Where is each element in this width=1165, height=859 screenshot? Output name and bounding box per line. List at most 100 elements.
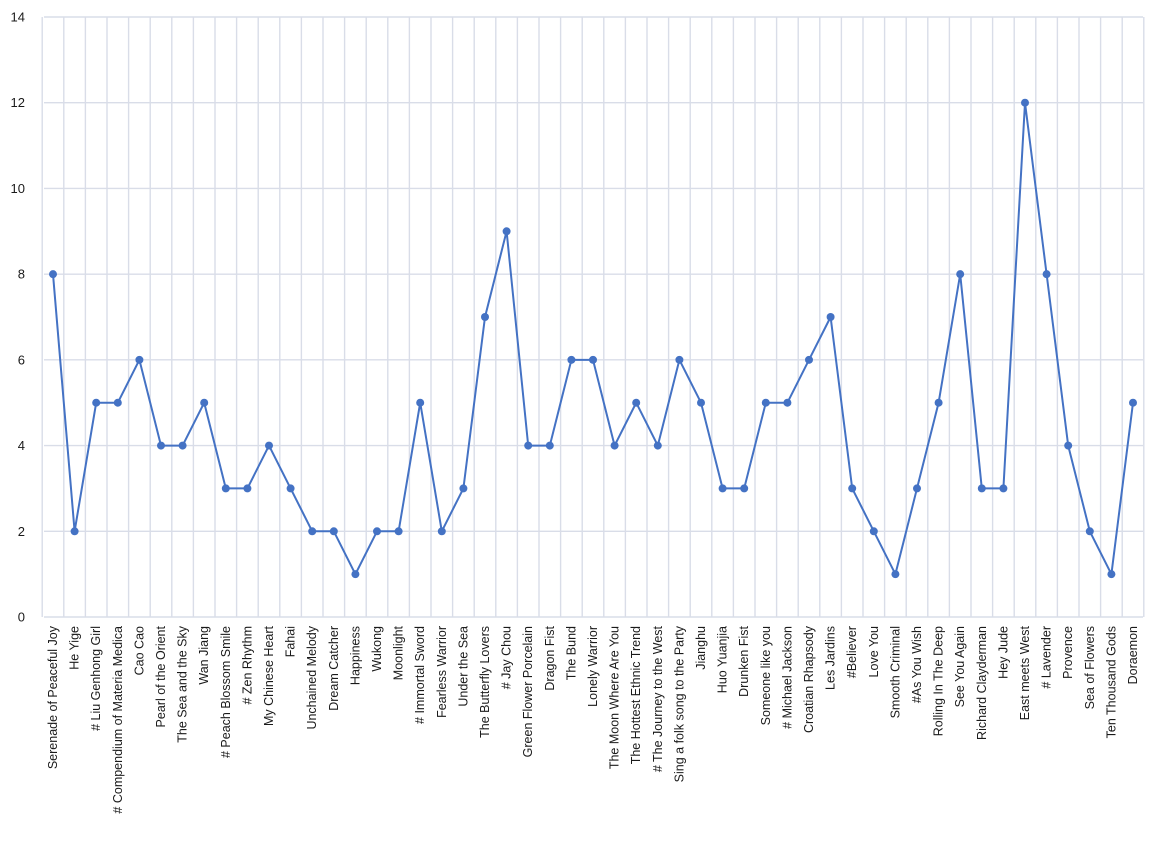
x-axis-tick-labels: Serenade of Peaceful Joy He Yige # Liu Gen…	[46, 625, 1140, 813]
data-point	[589, 355, 597, 364]
x-tick-label: The Moon Where Are You	[608, 626, 622, 769]
y-tick-label: 10	[11, 181, 25, 196]
x-tick-label: My Chinese Heart	[262, 625, 276, 726]
data-point	[826, 313, 835, 321]
x-tick-label: Les Jardins	[824, 626, 838, 690]
data-point	[783, 398, 792, 407]
data-point	[394, 527, 403, 536]
x-tick-label: Croatian Rhapsody	[802, 625, 816, 733]
data-point	[502, 227, 511, 236]
data-points	[49, 98, 1137, 579]
data-point	[913, 484, 921, 493]
x-tick-label: Wan Jiang	[197, 626, 211, 685]
data-point	[675, 355, 684, 364]
data-point	[977, 484, 986, 493]
x-tick-label: Someone like you	[759, 626, 773, 725]
data-point	[632, 398, 641, 407]
x-tick-label: Sing a folk song to the Party	[672, 625, 686, 782]
x-tick-label: # Peach Blossom Smile	[219, 626, 233, 758]
x-tick-label: # Immortal Sword	[413, 626, 427, 724]
x-tick-label: # Compendium of Materia Medica	[111, 626, 125, 814]
data-point	[610, 441, 619, 450]
data-point	[416, 398, 425, 407]
x-tick-label: The Hottest Ethnic Trend	[629, 626, 643, 764]
data-point	[243, 484, 252, 493]
data-point	[545, 441, 554, 450]
data-point	[1042, 270, 1051, 279]
x-tick-label: # The Journey to the West	[651, 625, 665, 772]
x-tick-label: Under the Sea	[456, 626, 470, 707]
data-point	[70, 527, 79, 536]
x-tick-label: Wukong	[370, 626, 384, 672]
data-point	[567, 355, 576, 364]
data-point	[178, 441, 187, 450]
y-tick-label: 6	[18, 352, 25, 367]
y-tick-label: 0	[18, 610, 25, 625]
data-point	[999, 484, 1008, 493]
x-tick-label: The Bund	[564, 626, 578, 680]
data-point	[113, 398, 122, 407]
x-tick-label: Pearl of the Orient	[154, 625, 168, 727]
data-point	[221, 484, 230, 493]
x-tick-label: The Butterfly Lovers	[478, 626, 492, 738]
data-point	[135, 355, 144, 364]
x-tick-label: Sea of Flowers	[1083, 626, 1097, 709]
data-point	[351, 570, 360, 579]
x-tick-label: Huo Yuanjia	[716, 626, 730, 693]
data-point	[718, 484, 727, 493]
x-tick-label: Serenade of Peaceful Joy	[46, 625, 60, 769]
x-tick-label: Dream Catcher	[327, 626, 341, 711]
x-tick-label: East meets West	[1018, 625, 1032, 720]
data-point	[848, 484, 857, 493]
x-tick-label: Unchained Melody	[305, 625, 319, 729]
y-tick-label: 12	[11, 95, 25, 110]
data-point	[92, 398, 101, 407]
x-tick-label: See You Again	[953, 626, 967, 707]
data-point	[524, 441, 533, 450]
x-tick-label: Dragon Fist	[543, 625, 557, 690]
data-point	[265, 441, 273, 450]
data-point	[49, 270, 57, 279]
y-tick-label: 8	[18, 267, 25, 282]
data-point	[934, 398, 943, 407]
x-tick-label: #As You Wish	[910, 626, 924, 703]
vertical-gridlines	[41, 17, 1145, 617]
x-tick-label: # Zen Rhythm	[240, 626, 254, 705]
x-tick-label: Green Flower Porcelain	[521, 626, 535, 757]
data-point	[481, 313, 489, 321]
data-point	[805, 355, 813, 364]
x-tick-label: # Lavender	[1040, 626, 1054, 689]
x-tick-label: Love You	[867, 626, 881, 677]
data-point	[697, 398, 705, 407]
x-tick-label: # Michael Jackson	[780, 626, 794, 729]
data-point	[1021, 98, 1029, 107]
x-tick-label: Jianghu	[694, 626, 708, 670]
data-point	[1129, 398, 1137, 407]
x-tick-label: Fahai	[284, 626, 298, 657]
x-tick-label: # Liu Genhong Girl	[89, 626, 103, 731]
x-tick-label: Rolling In The Deep	[932, 626, 946, 736]
x-tick-label: He Yige	[68, 626, 82, 670]
data-point	[157, 441, 165, 450]
y-tick-label: 14	[11, 10, 25, 25]
x-tick-label: # Jay Chou	[500, 626, 514, 689]
y-tick-label: 2	[18, 524, 25, 539]
x-tick-label: Lonely Warrior	[586, 626, 600, 707]
data-point	[740, 484, 749, 493]
data-point	[459, 484, 468, 493]
data-point	[437, 527, 446, 536]
x-tick-label: Cao Cao	[132, 626, 146, 675]
data-point	[308, 527, 317, 536]
x-tick-label: Provence	[1061, 626, 1075, 679]
data-point	[373, 527, 381, 536]
x-tick-label: #Believer	[845, 626, 859, 678]
data-point	[286, 484, 295, 493]
data-point	[1085, 527, 1094, 536]
x-tick-label: Doraemon	[1126, 626, 1140, 684]
data-point	[956, 270, 965, 279]
data-point	[1107, 570, 1116, 579]
x-tick-label: Ten Thousand Gods	[1104, 626, 1118, 738]
x-tick-label: Fearless Warrior	[435, 626, 449, 718]
x-tick-label: Richard Clayderman	[975, 626, 989, 740]
